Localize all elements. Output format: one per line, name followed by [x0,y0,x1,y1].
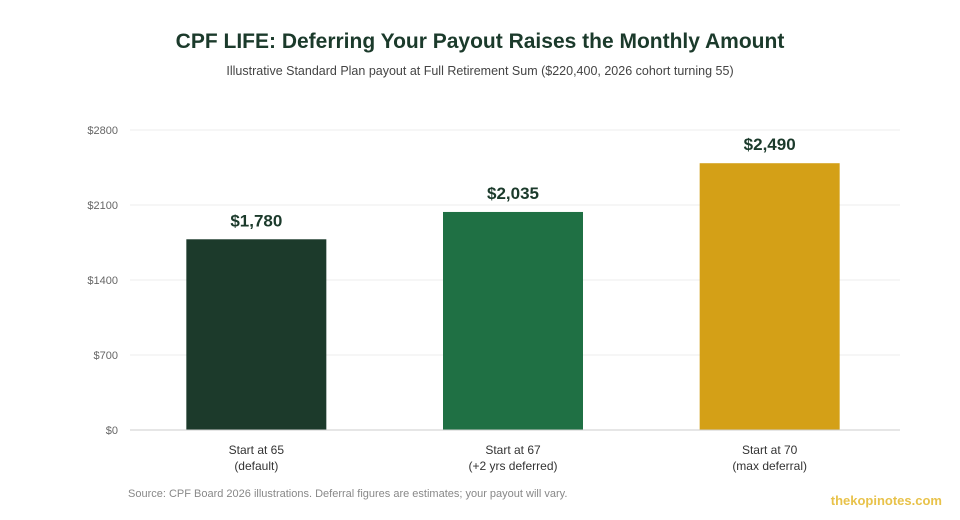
source-note: Source: CPF Board 2026 illustrations. De… [128,488,568,500]
x-tick-label: (default) [234,459,278,473]
x-tick-label: (max deferral) [732,459,807,473]
chart-subtitle: Illustrative Standard Plan payout at Ful… [226,64,734,78]
y-tick-label: $1400 [87,275,118,287]
bars [186,163,840,430]
x-tick-label: (+2 yrs deferred) [468,459,557,473]
bar [186,239,327,430]
y-tick-label: $2100 [87,200,118,212]
value-labels: $1,780 $2,035 $2,490 [230,135,795,230]
brand-watermark: thekopinotes.com [830,493,942,508]
value-label: $2,035 [487,184,539,203]
x-axis-ticks: Start at 65 (default) Start at 67 (+2 yrs d… [229,443,807,473]
y-tick-label: $700 [94,350,118,362]
bar [443,211,583,430]
y-axis-ticks: $0 $700 $1400 $2100 $2800 [87,125,118,437]
x-tick-label: Start at 67 [485,443,541,457]
value-label: $1,780 [230,211,282,230]
bar [699,163,840,430]
value-label: $2,490 [744,135,796,154]
y-tick-label: $0 [106,425,118,437]
y-tick-label: $2800 [87,125,118,137]
x-tick-label: Start at 70 [742,443,798,457]
x-tick-label: Start at 65 [229,443,285,457]
chart-title: CPF LIFE: Deferring Your Payout Raises t… [175,30,785,53]
